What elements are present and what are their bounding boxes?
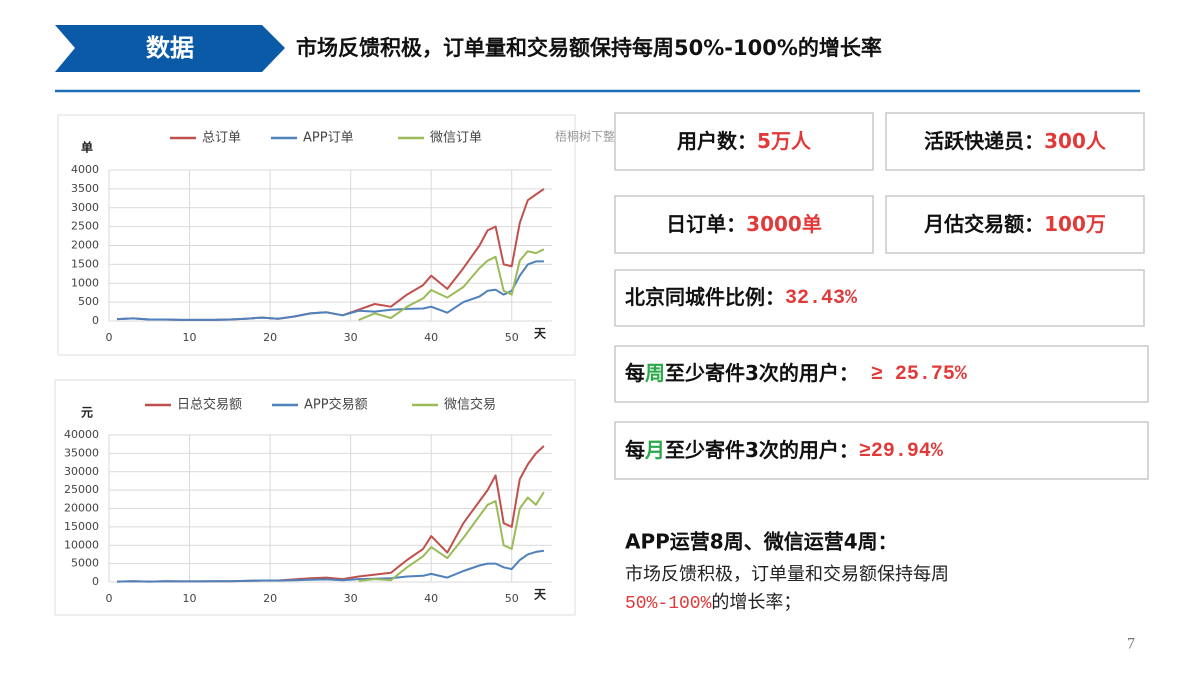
- y-tick-label: 35000: [64, 446, 99, 459]
- stat-text: 用户数：5万人: [677, 129, 812, 153]
- x-tick-label: 10: [183, 331, 197, 344]
- stat-label: 至少寄件3次的用户：: [665, 361, 859, 385]
- stat-text: 北京同城件比例：32.43%: [625, 285, 858, 311]
- y-tick-label: 15000: [64, 520, 99, 533]
- stat-prefix: 每: [625, 361, 645, 385]
- stat-box: [885, 112, 1145, 171]
- header-tag: 数据: [146, 34, 194, 62]
- y-tick-label: 25000: [64, 483, 99, 496]
- x-axis-label: 天: [534, 327, 547, 341]
- x-tick-label: 10: [183, 592, 197, 605]
- stat-text: 活跃快递员：300人: [924, 129, 1107, 153]
- stat-text: 日订单：3000单: [666, 212, 822, 236]
- y-tick-label: 30000: [64, 465, 99, 478]
- y-tick-label: 1500: [71, 257, 99, 270]
- stat-label: 北京同城件比例：: [625, 285, 785, 309]
- stat-value: 32.43%: [785, 287, 858, 310]
- y-axis-label: 单: [81, 140, 93, 155]
- stat-text: 每月至少寄件3次的用户：≥29.94%: [625, 438, 944, 464]
- y-tick-label: 2500: [71, 220, 99, 233]
- summary-text: 市场反馈积极，订单量和交易额保持每周: [625, 564, 949, 585]
- stat-value: ≥29.94%: [859, 440, 944, 463]
- y-tick-label: 500: [78, 295, 99, 308]
- x-tick-label: 30: [344, 331, 358, 344]
- y-tick-label: 10000: [64, 538, 99, 551]
- chart-frame: [54, 379, 576, 616]
- y-tick-label: 40000: [64, 428, 99, 441]
- legend-label: 微信交易: [444, 397, 496, 413]
- series-line: [117, 549, 545, 583]
- x-tick-label: 50: [505, 592, 519, 605]
- summary-highlight: 50%-100%: [625, 594, 712, 614]
- y-tick-label: 20000: [64, 502, 99, 515]
- x-tick-label: 30: [344, 592, 358, 605]
- stat-box: [885, 195, 1145, 254]
- stat-value: 5万人: [757, 129, 812, 153]
- y-tick-label: 0: [92, 575, 99, 588]
- legend-label: 微信订单: [430, 131, 482, 146]
- summary-heading: APP运营8周、微信运营4周：: [625, 530, 898, 554]
- page-number: 7: [1127, 636, 1135, 653]
- header-chevron: [55, 25, 285, 72]
- legend-label: 日总交易额: [177, 397, 242, 413]
- y-tick-label: 2000: [71, 239, 99, 252]
- legend-label: APP交易额: [304, 397, 368, 413]
- stat-box: [614, 345, 1149, 403]
- y-tick-label: 3000: [71, 201, 99, 214]
- y-tick-label: 1000: [71, 276, 99, 289]
- stat-value: ≥ 25.75%: [871, 363, 968, 386]
- x-tick-label: 0: [106, 592, 113, 605]
- series-line: [358, 491, 545, 582]
- watermark: 梧桐树下整理: [555, 129, 627, 144]
- stat-label: 活跃快递员：: [924, 129, 1044, 153]
- legend-label: 总订单: [202, 131, 241, 146]
- stat-label: 至少寄件3次的用户：: [665, 438, 859, 462]
- y-tick-label: 4000: [71, 163, 99, 176]
- stat-box: [614, 421, 1149, 480]
- stat-box: [614, 269, 1145, 327]
- stat-value: 300人: [1044, 129, 1107, 153]
- stat-value: 100万: [1044, 212, 1106, 236]
- y-tick-label: 5000: [71, 557, 99, 570]
- x-tick-label: 20: [263, 331, 277, 344]
- x-tick-label: 40: [424, 331, 438, 344]
- stat-label: 月估交易额：: [923, 212, 1044, 236]
- stat-prefix: 每: [625, 438, 645, 462]
- x-tick-label: 40: [424, 592, 438, 605]
- stat-highlight: 月: [644, 438, 665, 462]
- stat-text: 每周至少寄件3次的用户： ≥ 25.75%: [625, 361, 968, 387]
- stat-highlight: 周: [645, 361, 665, 385]
- chart-frame: [57, 114, 576, 356]
- x-tick-label: 50: [505, 331, 519, 344]
- x-tick-label: 0: [106, 331, 113, 344]
- y-tick-label: 3500: [71, 182, 99, 195]
- stat-label: 日订单：: [666, 212, 746, 236]
- stat-text: 月估交易额：100万: [923, 212, 1106, 236]
- stat-box: [614, 195, 874, 254]
- y-tick-label: 0: [92, 314, 99, 327]
- stat-box: [614, 112, 874, 171]
- series-line: [117, 260, 544, 321]
- summary-text: 50%-100%的增长率；: [625, 592, 801, 614]
- y-axis-label: 元: [81, 406, 93, 420]
- legend-label: APP订单: [303, 131, 354, 146]
- summary-text-end: 的增长率；: [711, 592, 801, 613]
- stat-label: 用户数：: [677, 129, 757, 153]
- x-tick-label: 20: [263, 592, 277, 605]
- series-line: [358, 248, 545, 321]
- stat-value: 3000单: [746, 212, 822, 236]
- header-title: 市场反馈积极，订单量和交易额保持每周50%-100%的增长率: [296, 36, 882, 60]
- x-axis-label: 天: [534, 588, 547, 602]
